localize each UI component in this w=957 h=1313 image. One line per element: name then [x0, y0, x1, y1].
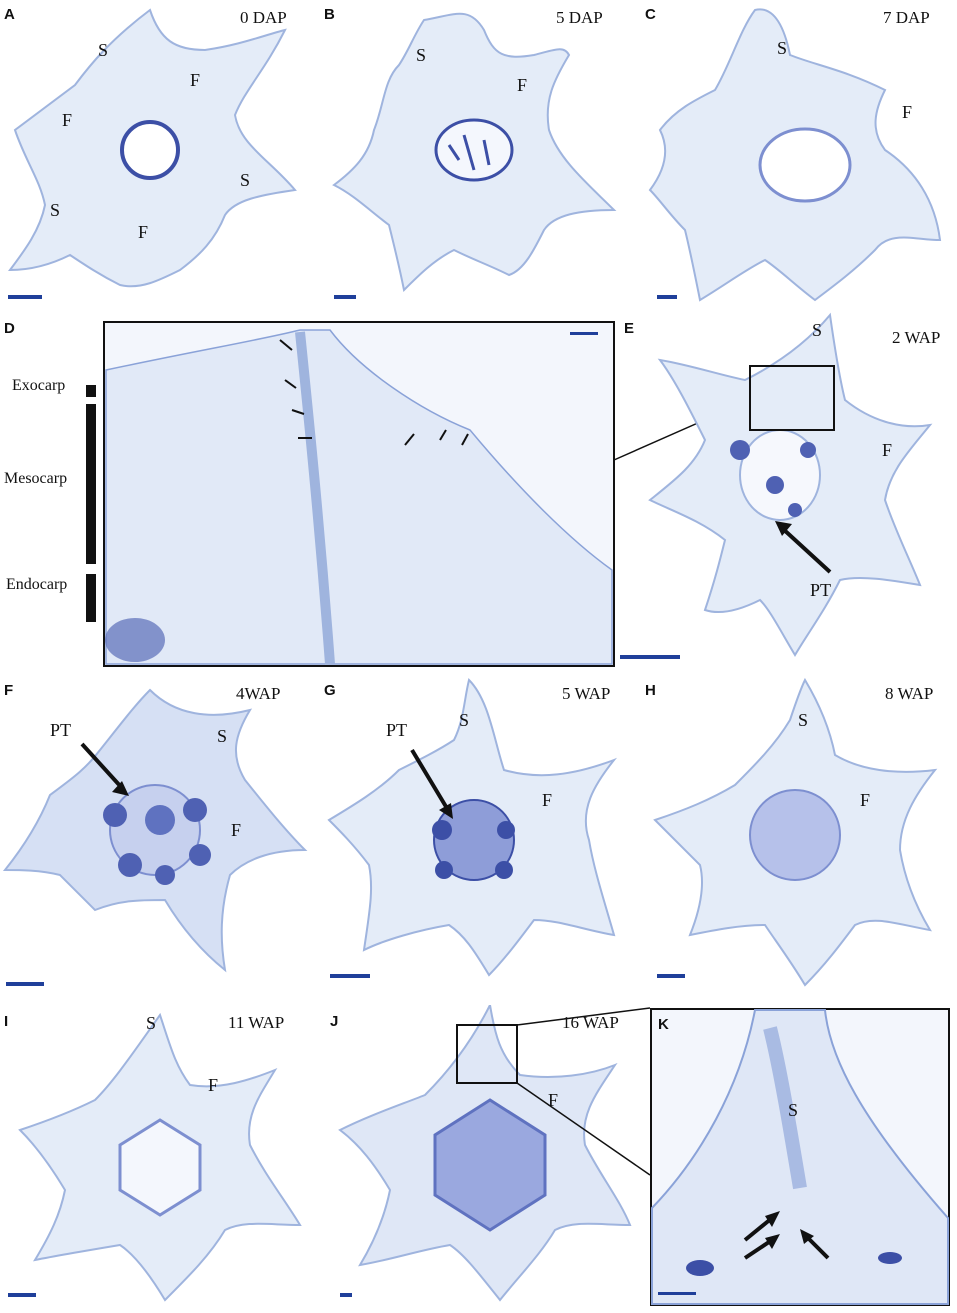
- tissue-label: S: [416, 45, 427, 65]
- tissue-label: S: [812, 320, 823, 340]
- tissue-label: F: [542, 790, 553, 810]
- fruit-section-image: [18, 1012, 302, 1302]
- layer-bar-exocarp: [86, 385, 96, 397]
- fruit-section-image: [2, 688, 308, 973]
- arrow: [80, 742, 129, 796]
- tissue-label: S: [146, 1013, 157, 1033]
- scale-bar: [8, 295, 42, 299]
- layer-bar-mesocarp: [86, 404, 96, 564]
- layer-label-endocarp: Endocarp: [6, 576, 68, 593]
- scale-bar: [330, 974, 370, 978]
- panel-letter: B: [324, 6, 335, 23]
- panel-letter: I: [4, 1013, 9, 1030]
- fruit-section-image: [332, 12, 617, 293]
- scale-bar: [657, 974, 685, 978]
- layer-label-mesocarp: Mesocarp: [4, 470, 68, 487]
- tissue-label: F: [902, 102, 913, 122]
- panel-letter: E: [624, 320, 635, 337]
- fruit-section-image: [653, 677, 938, 987]
- stage-label: 0 DAP: [240, 8, 287, 27]
- tissue-label: S: [240, 170, 251, 190]
- scale-bar: [6, 982, 44, 986]
- panel-j: J 16 WAP F: [330, 1005, 650, 1313]
- tissue-label: F: [860, 790, 871, 810]
- tissue-label: S: [217, 726, 228, 746]
- scale-bar: [620, 655, 680, 659]
- panel-c: C 7 DAP S F: [645, 0, 955, 310]
- stage-label: 2 WAP: [892, 328, 941, 347]
- micrograph-detail: [103, 321, 615, 667]
- tissue-label: S: [798, 710, 809, 730]
- tissue-label: S: [788, 1100, 799, 1120]
- tissue-label: S: [50, 200, 61, 220]
- tissue-label: S: [459, 710, 470, 730]
- scale-bar: [8, 1293, 36, 1297]
- tissue-label: S: [777, 38, 788, 58]
- tissue-label: S: [98, 40, 109, 60]
- fruit-section-image: [327, 678, 618, 977]
- tissue-label: F: [208, 1075, 219, 1095]
- panel-letter: A: [4, 6, 15, 23]
- tissue-label: F: [231, 820, 242, 840]
- stage-label: 8 WAP: [885, 684, 934, 703]
- stage-label: 4WAP: [236, 684, 281, 703]
- panel-h: H 8 WAP S F: [645, 670, 955, 1000]
- tissue-label: PT: [386, 720, 408, 740]
- layer-bar-endocarp: [86, 574, 96, 622]
- panel-g: G 5 WAP S PT F: [324, 670, 634, 1000]
- fruit-section-image: [648, 8, 942, 302]
- panel-letter: G: [324, 682, 336, 699]
- tissue-label: F: [517, 75, 528, 95]
- panel-letter: H: [645, 682, 656, 699]
- panel-letter: C: [645, 6, 656, 23]
- layer-label-exocarp: Exocarp: [12, 377, 66, 394]
- panel-a: A 0 DAP S F F S S F: [0, 0, 310, 310]
- stage-label: 5 DAP: [556, 8, 603, 27]
- panel-f: F 4WAP PT S F: [0, 670, 310, 1000]
- panel-b: B 5 DAP S F: [324, 0, 634, 310]
- fruit-section-image: [648, 312, 933, 657]
- tissue-label: F: [190, 70, 201, 90]
- tissue-label: PT: [810, 580, 832, 600]
- stage-label: 16 WAP: [562, 1013, 619, 1032]
- panel-e: E 2 WAP S F PT: [620, 310, 957, 670]
- scale-bar: [340, 1293, 352, 1297]
- stage-label: 11 WAP: [228, 1013, 285, 1032]
- tissue-label: F: [138, 222, 149, 242]
- tissue-label: F: [548, 1090, 559, 1110]
- panel-k: K S: [650, 1008, 950, 1306]
- tissue-label: PT: [50, 720, 72, 740]
- tissue-label: F: [62, 110, 73, 130]
- panel-letter: D: [4, 320, 15, 337]
- fruit-section-image: [338, 1005, 632, 1302]
- stage-label: 5 WAP: [562, 684, 611, 703]
- tissue-label: F: [882, 440, 893, 460]
- scale-bar: [657, 295, 677, 299]
- arrow: [775, 521, 832, 574]
- scale-bar: [334, 295, 356, 299]
- panel-letter: J: [330, 1013, 339, 1030]
- micrograph-detail: [650, 1008, 950, 1306]
- arrow: [410, 748, 453, 819]
- panel-letter: F: [4, 682, 14, 699]
- fruit-section-image: [7, 8, 297, 288]
- panel-d: D Exocarp Mesocarp Endocarp: [0, 310, 751, 670]
- stage-label: 7 DAP: [883, 8, 930, 27]
- panel-i: I 11 WAP S F: [0, 1005, 320, 1313]
- panel-letter: K: [658, 1016, 669, 1033]
